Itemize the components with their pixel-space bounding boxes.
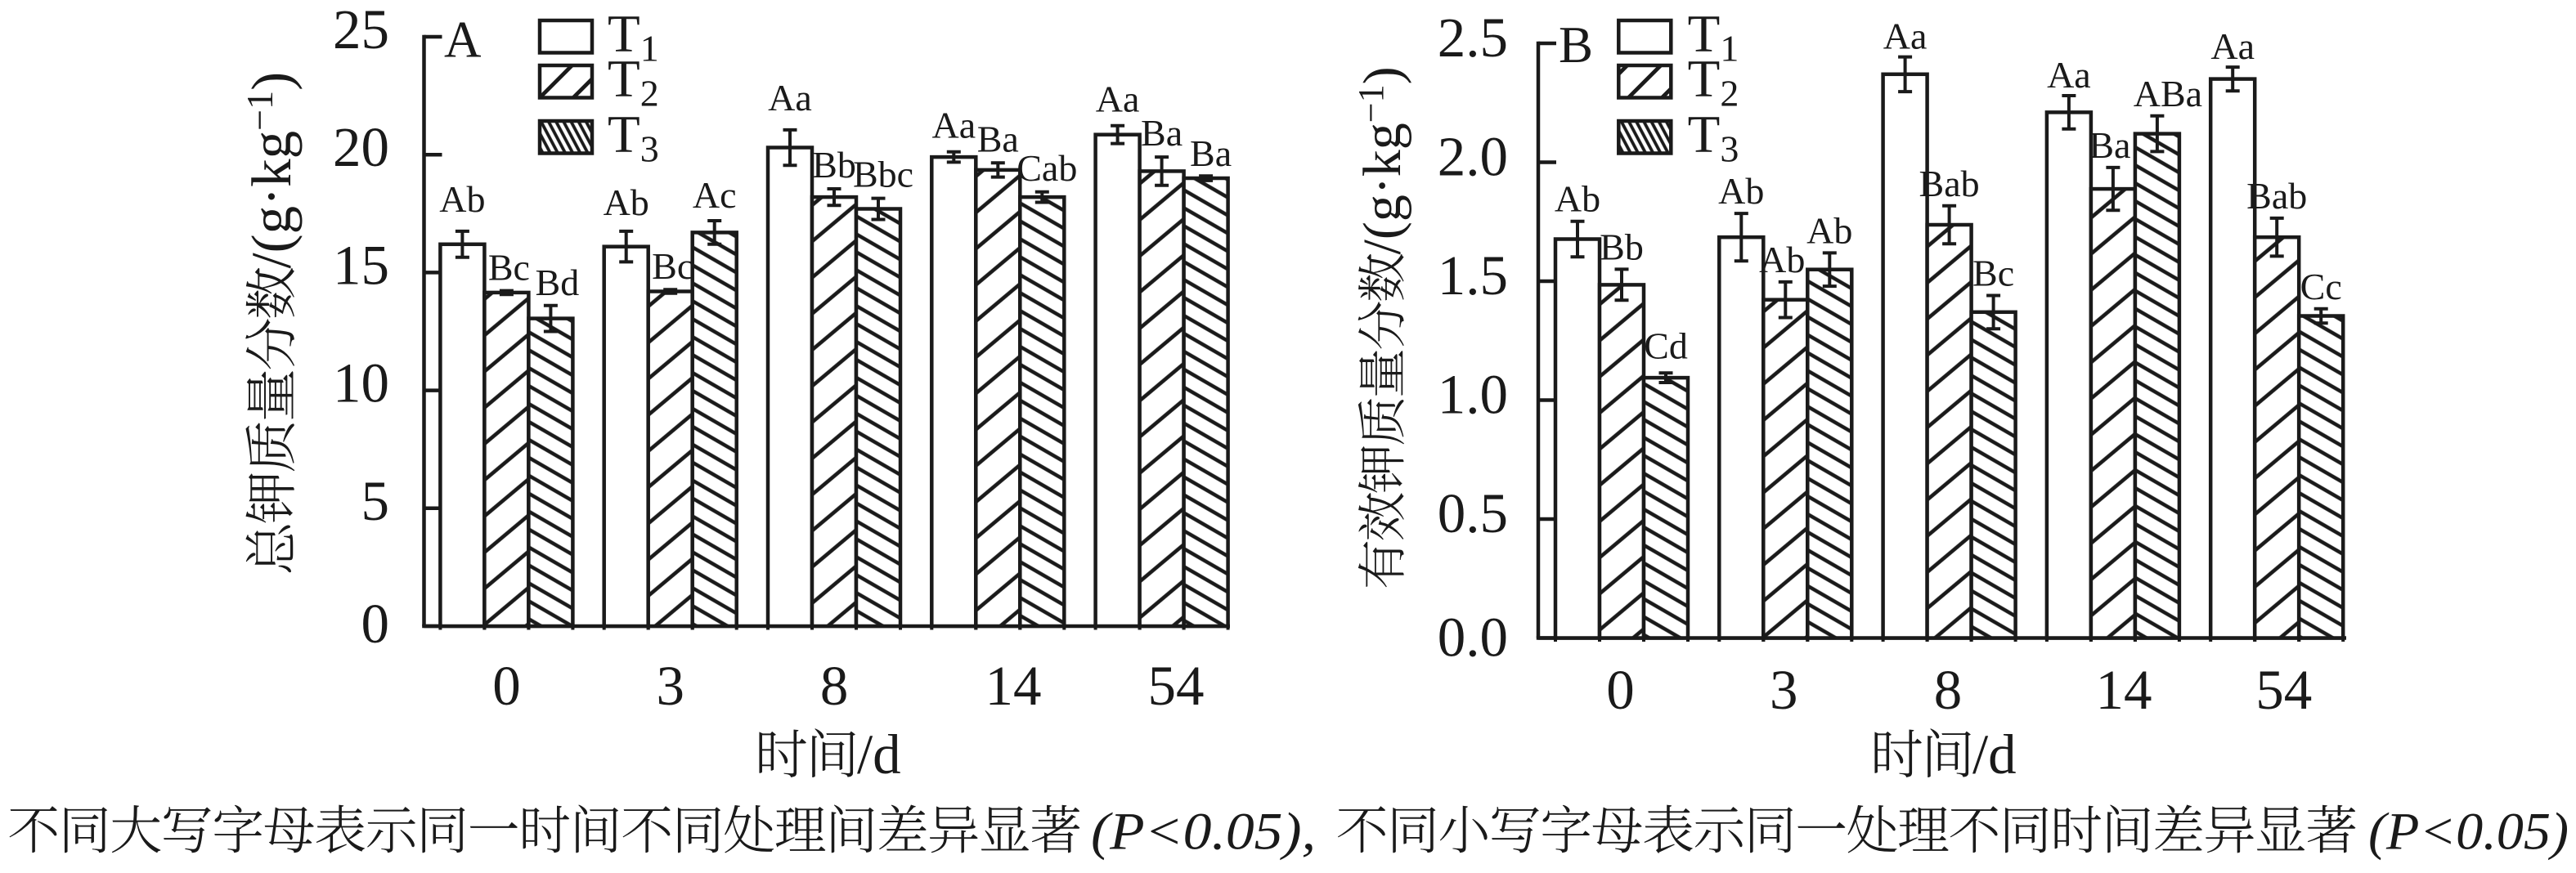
svg-text:Ac: Ac: [693, 174, 737, 216]
svg-text:0.5: 0.5: [1438, 482, 1508, 544]
svg-text:Bc: Bc: [1972, 253, 2014, 294]
svg-text:54: 54: [1148, 655, 1205, 717]
svg-text:Bc: Bc: [652, 245, 693, 287]
svg-text:Cab: Cab: [1016, 147, 1077, 189]
svg-text:(P<0.05),: (P<0.05),: [1091, 802, 1316, 861]
svg-text:Ab: Ab: [1718, 170, 1764, 212]
svg-text:Bb: Bb: [1600, 226, 1644, 267]
svg-text:Aa: Aa: [2047, 54, 2091, 96]
svg-text:0: 0: [492, 655, 521, 717]
svg-text:3: 3: [657, 655, 685, 717]
svg-text:Aa: Aa: [1096, 78, 1140, 120]
svg-text:/d: /d: [857, 723, 901, 786]
svg-text:Ab: Ab: [604, 181, 649, 223]
svg-text:B: B: [1559, 16, 1593, 74]
svg-text:Ab: Ab: [1555, 178, 1600, 220]
svg-text:Cc: Cc: [2300, 266, 2342, 307]
svg-text:Ba: Ba: [1141, 112, 1183, 154]
svg-text:Bab: Bab: [1919, 163, 1980, 204]
svg-text:Bb: Bb: [812, 144, 856, 186]
svg-text:Aa: Aa: [768, 77, 812, 119]
svg-text:2.5: 2.5: [1438, 7, 1508, 69]
svg-text:Ab: Ab: [1759, 239, 1805, 280]
svg-text:Bbc: Bbc: [853, 154, 913, 195]
svg-text:Ab: Ab: [439, 178, 485, 220]
svg-text:Bd: Bd: [536, 262, 580, 303]
svg-text:Ba: Ba: [1190, 132, 1232, 174]
svg-text:54: 54: [2255, 659, 2312, 721]
svg-text:10: 10: [333, 352, 389, 414]
svg-text:5: 5: [361, 470, 390, 532]
svg-text:Bc: Bc: [488, 247, 530, 289]
svg-text:/d: /d: [1972, 723, 2017, 786]
svg-text:25: 25: [333, 0, 389, 60]
svg-text:0: 0: [361, 593, 390, 655]
svg-text:8: 8: [820, 655, 849, 717]
svg-text:0: 0: [1606, 659, 1635, 721]
svg-text:T2: T2: [1688, 50, 1739, 114]
svg-text:Cd: Cd: [1644, 325, 1688, 366]
svg-text:1.0: 1.0: [1438, 364, 1508, 426]
svg-text:14: 14: [985, 655, 1042, 717]
svg-text:20: 20: [333, 116, 389, 178]
svg-text:ABa: ABa: [2134, 73, 2202, 114]
svg-text:3: 3: [1770, 659, 1798, 721]
svg-text:A: A: [444, 11, 482, 69]
svg-text:Ba: Ba: [2089, 124, 2130, 166]
svg-text:Ba: Ba: [977, 118, 1019, 159]
svg-text:1.5: 1.5: [1438, 244, 1508, 307]
svg-text:14: 14: [2096, 659, 2152, 721]
svg-text:8: 8: [1934, 659, 1963, 721]
svg-text:(P<0.05): (P<0.05): [2368, 802, 2569, 861]
svg-text:0.0: 0.0: [1438, 607, 1508, 669]
svg-text:Aa: Aa: [931, 105, 976, 146]
svg-text:Aa: Aa: [2210, 25, 2255, 67]
svg-text:2.0: 2.0: [1438, 126, 1508, 188]
svg-text:Aa: Aa: [1883, 16, 1928, 57]
svg-text:15: 15: [333, 234, 389, 296]
svg-text:Bab: Bab: [2246, 175, 2307, 217]
svg-text:Ab: Ab: [1806, 209, 1852, 251]
